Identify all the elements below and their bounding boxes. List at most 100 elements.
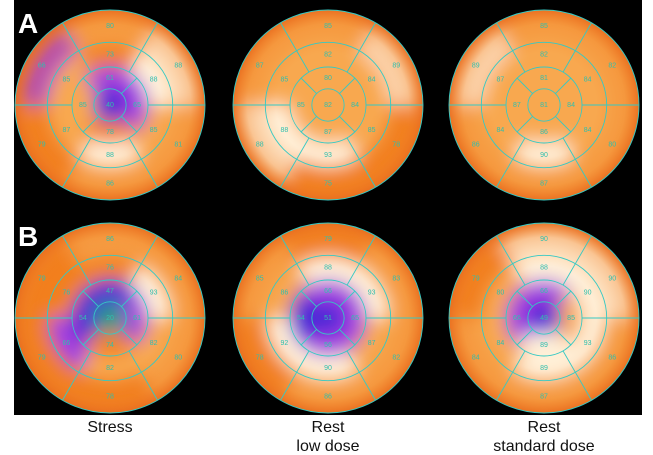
segment-value: 85 (368, 127, 376, 134)
segment-value: 84 (496, 340, 504, 347)
figure: A 80 88 81 86 79 66 73 88 85 88 87 85 61 65 78 85 40 85 89 7… (0, 0, 653, 455)
segment-value: 54 (79, 315, 87, 322)
segment-value: 88 (150, 77, 158, 84)
segment-value: 54 (297, 315, 305, 322)
segment-value: 92 (280, 340, 288, 347)
segment-value: 49 (540, 315, 548, 322)
segment-value: 88 (174, 62, 182, 69)
caption: low dose (296, 438, 359, 455)
segment-value: 85 (79, 102, 87, 109)
segment-value: 84 (584, 77, 592, 84)
segment-value: 79 (38, 141, 46, 148)
segment-value: 88 (280, 127, 288, 134)
caption: standard dose (493, 438, 595, 455)
segment-value: 73 (106, 51, 114, 58)
segment-value: 76 (106, 264, 114, 271)
segment-value: 86 (324, 394, 332, 401)
segment-value: 87 (368, 340, 376, 347)
segment-value: 20 (106, 315, 114, 322)
segment-value: 84 (584, 127, 592, 134)
segment-value: 78 (106, 394, 114, 401)
segment-value: 65 (133, 102, 141, 109)
segment-value: 85 (567, 315, 575, 322)
segment-value: 90 (540, 152, 548, 159)
segment-value: 82 (106, 365, 114, 372)
segment-value: 89 (472, 62, 480, 69)
segment-value: 86 (280, 290, 288, 297)
segment-value: 66 (540, 288, 548, 295)
segment-value: 81 (540, 102, 548, 109)
segment-value: 76 (62, 290, 70, 297)
segment-value: 80 (324, 75, 332, 82)
segment-value: 78 (392, 141, 400, 148)
segment-value: 79 (472, 275, 480, 282)
segment-value: 89 (392, 62, 400, 69)
caption: Rest (528, 419, 561, 436)
segment-value: 66 (62, 340, 70, 347)
segment-value: 56 (324, 342, 332, 349)
segment-value: 85 (150, 127, 158, 134)
segment-value: 89 (540, 365, 548, 372)
segment-value: 89 (540, 342, 548, 349)
segment-value: 78 (106, 129, 114, 136)
segment-value: 87 (513, 102, 521, 109)
segment-value: 82 (150, 340, 158, 347)
segment-value: 93 (324, 152, 332, 159)
segment-value: 82 (608, 62, 616, 69)
segment-value: 82 (324, 102, 332, 109)
segment-value: 66 (513, 315, 521, 322)
segment-value: 75 (324, 181, 332, 188)
segment-value: 86 (540, 129, 548, 136)
segment-value: 93 (368, 290, 376, 297)
segment-value: 79 (38, 275, 46, 282)
segment-value: 74 (106, 342, 114, 349)
segment-value: 86 (472, 141, 480, 148)
segment-value: 85 (297, 102, 305, 109)
segment-value: 93 (584, 340, 592, 347)
segment-value: 90 (324, 365, 332, 372)
segment-value: 86 (608, 354, 616, 361)
segment-value: 79 (38, 354, 46, 361)
segment-value: 84 (368, 77, 376, 84)
segment-value: 85 (62, 77, 70, 84)
segment-value: 78 (256, 354, 264, 361)
caption: Stress (87, 419, 132, 436)
segment-value: 47 (106, 288, 114, 295)
segment-value: 61 (133, 315, 141, 322)
segment-value: 86 (106, 181, 114, 188)
segment-value: 84 (496, 127, 504, 134)
segment-value: 84 (174, 275, 182, 282)
segment-value: 40 (106, 102, 114, 109)
segment-value: 84 (567, 102, 575, 109)
segment-value: 87 (324, 129, 332, 136)
segment-value: 66 (324, 288, 332, 295)
segment-value: 87 (540, 181, 548, 188)
panel-label: A (18, 8, 38, 39)
segment-value: 80 (608, 141, 616, 148)
segment-value: 61 (106, 75, 114, 82)
segment-value: 88 (256, 141, 264, 148)
segment-value: 82 (392, 354, 400, 361)
segment-value: 86 (106, 236, 114, 243)
segment-value: 88 (540, 264, 548, 271)
segment-value: 81 (174, 141, 182, 148)
segment-value: 85 (280, 77, 288, 84)
segment-value: 87 (496, 77, 504, 84)
segment-value: 85 (540, 23, 548, 30)
segment-value: 88 (324, 264, 332, 271)
segment-value: 85 (256, 275, 264, 282)
segment-value: 88 (106, 152, 114, 159)
segment-value: 82 (540, 51, 548, 58)
segment-value: 82 (324, 51, 332, 58)
segment-value: 90 (540, 236, 548, 243)
segment-value: 81 (540, 75, 548, 82)
caption: Rest (312, 419, 345, 436)
segment-value: 90 (584, 290, 592, 297)
segment-value: 87 (540, 394, 548, 401)
segment-value: 80 (106, 23, 114, 30)
segment-value: 84 (351, 102, 359, 109)
segment-value: 85 (324, 23, 332, 30)
segment-value: 87 (256, 62, 264, 69)
segment-value: 84 (472, 354, 480, 361)
segment-value: 65 (351, 315, 359, 322)
